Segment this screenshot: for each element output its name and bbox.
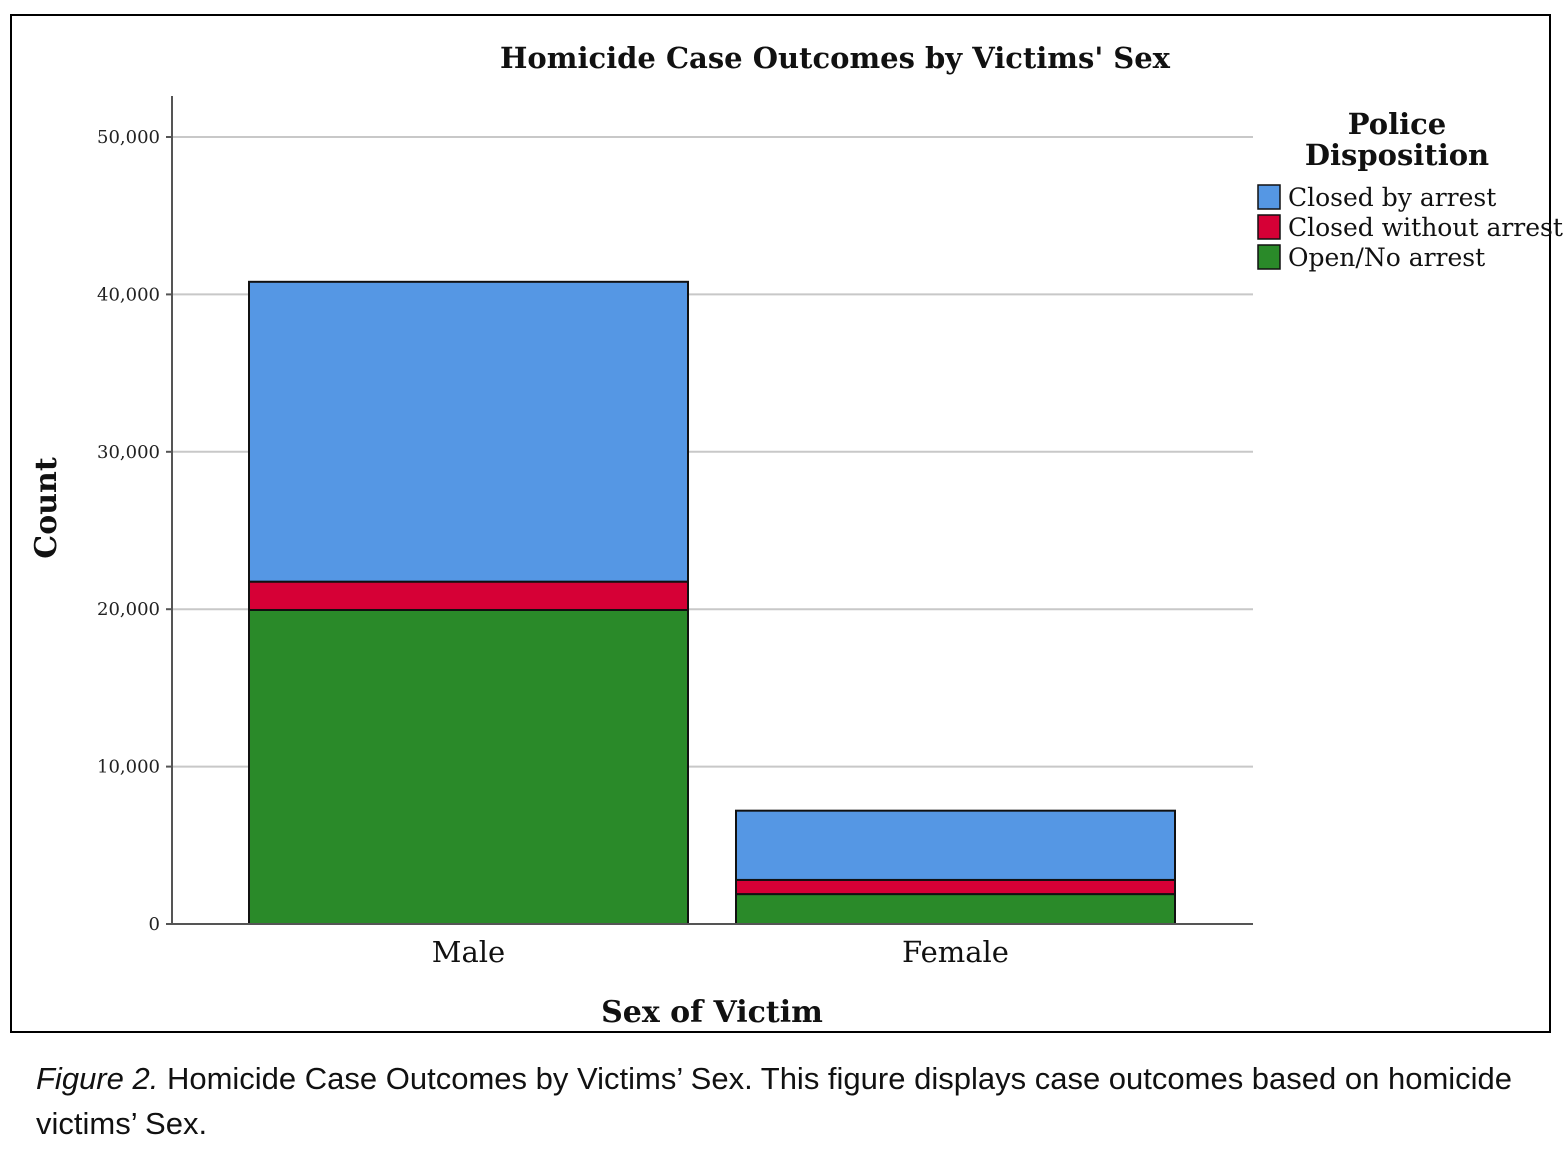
x-tick-label-female: Female	[902, 935, 1009, 969]
bar-segment-female-closed-by-arrest	[735, 809, 1176, 881]
bar-segment-female-closed-without-arrest	[735, 878, 1176, 896]
legend-label: Closed without arrest	[1288, 213, 1563, 242]
caption-text: Homicide Case Outcomes by Victims’ Sex. …	[36, 1061, 1513, 1141]
y-tick-label: 40,000	[97, 284, 160, 305]
bar-segment-female-open-no-arrest	[735, 893, 1176, 925]
figure-caption: Figure 2. Homicide Case Outcomes by Vict…	[36, 1056, 1526, 1146]
caption-figure-label: Figure 2.	[36, 1061, 159, 1096]
bar-segment-male-closed-without-arrest	[248, 580, 689, 611]
bar-segment-male-closed-by-arrest	[248, 280, 689, 583]
y-tick-label: 10,000	[97, 757, 160, 778]
legend-swatch	[1257, 214, 1281, 240]
legend: Police Disposition Closed by arrestClose…	[1257, 107, 1563, 272]
legend-title-line1: Police	[1348, 107, 1447, 141]
x-tick-label-male: Male	[432, 935, 505, 969]
chart-title: Homicide Case Outcomes by Victims' Sex	[500, 41, 1171, 75]
y-tick-label: 20,000	[97, 599, 160, 620]
y-tick-label: 30,000	[97, 442, 160, 463]
legend-swatch	[1257, 244, 1281, 270]
bar-segment-male-open-no-arrest	[248, 608, 689, 925]
x-tick-labels: Male Female	[432, 935, 1009, 969]
y-tick-labels: 0 10,000 20,000 30,000 40,000 50,000	[97, 127, 160, 935]
legend-title-line2: Disposition	[1305, 138, 1489, 172]
legend-swatch	[1257, 184, 1281, 210]
y-tick-label: 0	[149, 914, 160, 935]
x-axis-title: Sex of Victim	[601, 995, 823, 1030]
bars	[248, 280, 1176, 925]
legend-label: Closed by arrest	[1288, 183, 1496, 212]
y-axis-title: Count	[29, 457, 64, 559]
y-tick-label: 50,000	[97, 127, 160, 148]
legend-label: Open/No arrest	[1288, 243, 1485, 272]
